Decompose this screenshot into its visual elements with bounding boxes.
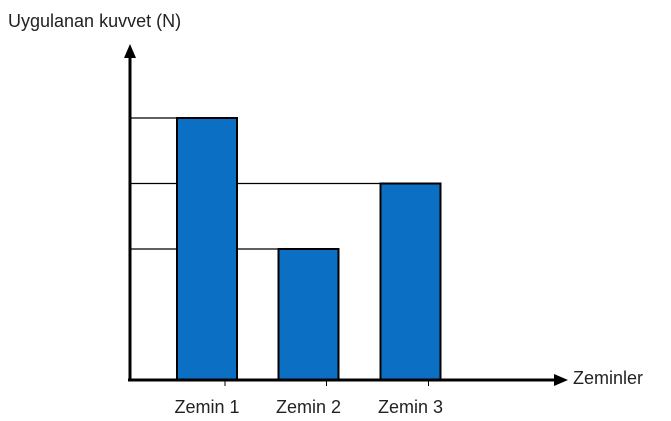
bar: [176, 117, 238, 381]
x-axis-label: Zeminler: [573, 368, 643, 388]
bar: [277, 248, 340, 381]
x-tick-label: Zemin 3: [378, 397, 443, 417]
x-axis-arrow: [554, 374, 568, 386]
x-tick-label: Zemin 2: [276, 397, 341, 417]
y-axis-arrow: [124, 44, 136, 58]
x-tick-label: Zemin 1: [174, 397, 239, 417]
bar: [379, 182, 442, 381]
y-axis-label: Uygulanan kuvvet (N): [8, 11, 181, 31]
